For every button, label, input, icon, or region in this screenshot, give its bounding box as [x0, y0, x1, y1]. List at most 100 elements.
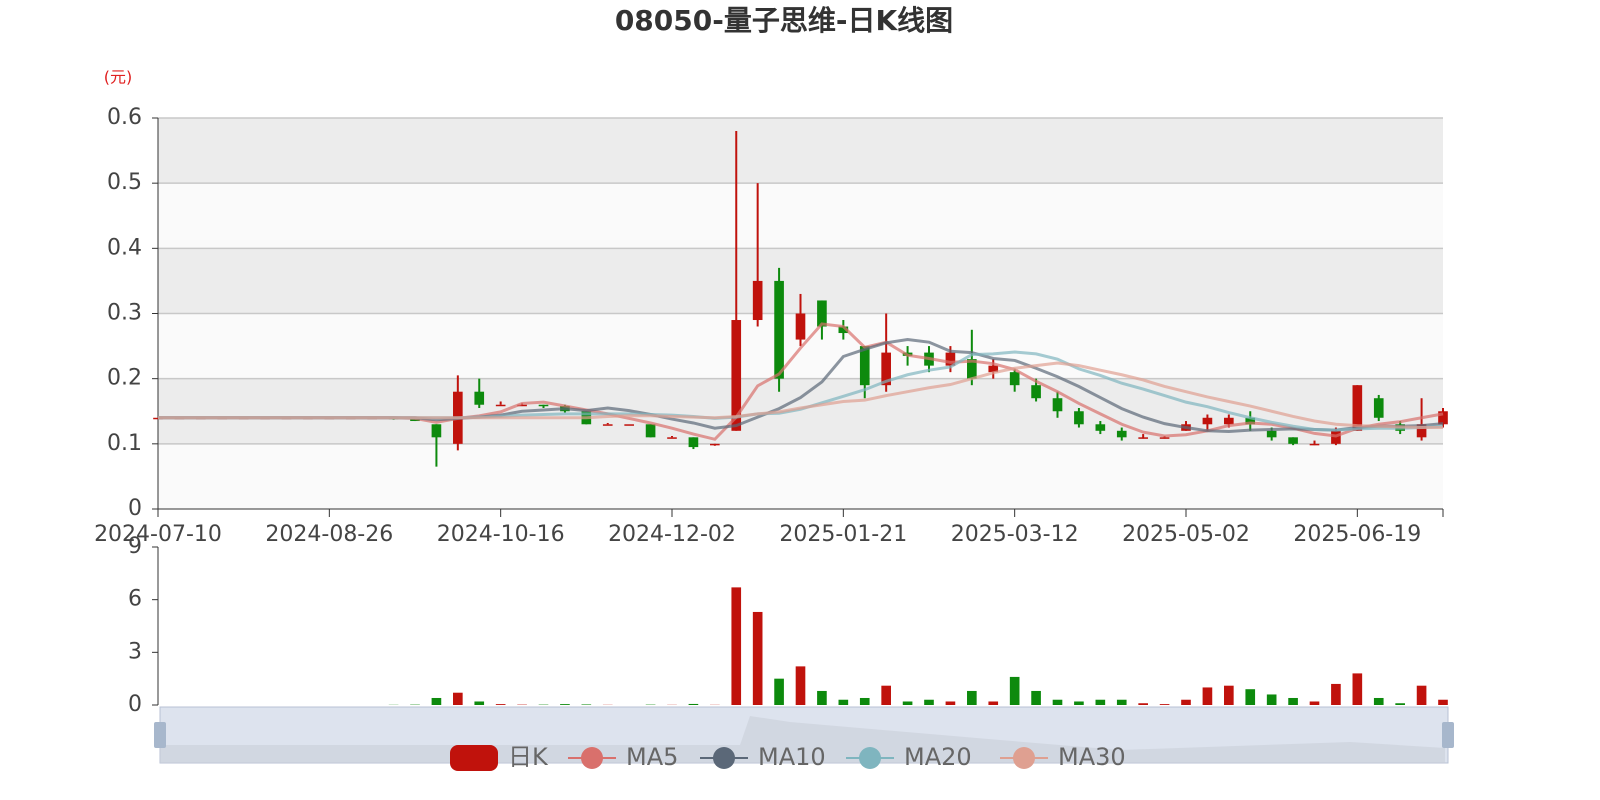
volume-bar — [988, 701, 999, 705]
volume-bar — [1395, 703, 1405, 705]
x-tick-label: 2024-12-02 — [608, 522, 736, 547]
y-tick-label: 0.5 — [107, 170, 142, 195]
y-unit: (元) — [104, 68, 133, 87]
volume-bar — [1352, 673, 1363, 705]
volume-bar — [1074, 701, 1084, 705]
candle-body — [667, 437, 677, 439]
x-tick-label: 2025-01-21 — [779, 522, 907, 547]
candle-body — [624, 424, 634, 426]
volume-bar — [1181, 699, 1191, 705]
legend-label: MA5 — [626, 743, 678, 771]
volume-tick-label: 9 — [128, 534, 142, 559]
candle-body — [495, 404, 506, 407]
x-tick-label: 2024-07-10 — [94, 522, 222, 547]
volume-bar — [495, 704, 506, 705]
volume-bar — [945, 701, 956, 705]
volume-bar — [817, 690, 827, 705]
volume-bar — [453, 692, 463, 705]
chart-title: 08050-量子思维-日K线图 — [615, 4, 953, 37]
x-tick-label: 2024-10-16 — [437, 522, 565, 547]
volume-bar — [774, 678, 784, 705]
candle-body — [602, 424, 613, 426]
candle-body — [988, 365, 999, 373]
candle-body — [1288, 437, 1298, 444]
candle-body — [1052, 398, 1063, 412]
candle-body — [838, 326, 849, 334]
volume-bar — [1438, 699, 1448, 705]
volume-bar — [1052, 699, 1063, 705]
y-tick-label: 0.4 — [107, 235, 142, 260]
slider-handle[interactable] — [154, 722, 166, 748]
volume-bar — [795, 666, 806, 705]
volume-bar — [581, 704, 592, 705]
volume-bar — [1288, 697, 1298, 705]
legend-icon — [713, 747, 735, 769]
candle-body — [1352, 385, 1363, 431]
volume-tick-label: 0 — [128, 692, 142, 717]
candle-body — [1224, 417, 1234, 425]
slider-handle[interactable] — [1442, 722, 1454, 748]
volume-bar — [838, 699, 849, 705]
volume-bar — [881, 685, 891, 705]
grid-band — [158, 183, 1443, 249]
candle-body — [817, 300, 827, 327]
volume-bar — [1009, 676, 1020, 705]
legend-label: MA10 — [758, 743, 826, 771]
candle-body — [774, 280, 784, 379]
volume-bar — [1309, 701, 1320, 705]
x-tick-label: 2024-08-26 — [265, 522, 393, 547]
candle-body — [1202, 417, 1213, 425]
volume-bar — [1138, 703, 1148, 705]
volume-bar — [924, 699, 934, 705]
candle-body — [1095, 424, 1106, 431]
y-tick-label: 0.6 — [107, 105, 142, 130]
candle-body — [1116, 430, 1127, 438]
candle-body — [1309, 443, 1320, 446]
candle-body — [752, 280, 763, 321]
y-tick-label: 0.2 — [107, 366, 142, 391]
volume-bar — [1373, 697, 1384, 705]
candle-body — [1138, 437, 1148, 439]
grid-band — [158, 443, 1443, 509]
legend-icon — [1013, 747, 1035, 769]
y-tick-label: 0.3 — [107, 301, 142, 326]
candle-body — [431, 424, 442, 438]
grid-band — [158, 118, 1443, 184]
candle-body — [410, 419, 420, 422]
volume-bar — [1116, 699, 1127, 705]
legend-label: MA30 — [1058, 743, 1126, 771]
candle-body — [859, 346, 870, 386]
volume-bar — [1331, 683, 1341, 705]
volume-bar — [474, 701, 485, 705]
volume-bar — [1159, 704, 1170, 705]
volume-tick-label: 6 — [128, 587, 142, 612]
candle-body — [1031, 385, 1041, 399]
candle-body — [795, 313, 806, 340]
candle-body — [1074, 411, 1084, 425]
volume-bar — [1416, 685, 1427, 705]
volume-bar — [902, 701, 913, 705]
volume-bar — [967, 690, 977, 705]
candle-body — [538, 404, 549, 407]
ma-line — [158, 361, 1443, 430]
volume-bar — [859, 697, 870, 705]
volume-bar — [731, 587, 742, 705]
candle-body — [731, 320, 742, 431]
volume-bar — [1245, 689, 1256, 705]
x-tick-label: 2025-06-19 — [1293, 522, 1421, 547]
volume-bar — [560, 704, 570, 705]
candle-body — [517, 404, 527, 407]
candle-body — [474, 391, 485, 405]
candle-body — [967, 359, 977, 379]
candle-body — [710, 443, 720, 446]
candle-body — [1245, 417, 1256, 425]
volume-bar — [688, 703, 699, 705]
volume-bar — [1224, 685, 1234, 705]
legend-icon — [859, 747, 881, 769]
candle-body — [688, 437, 699, 448]
candle-body — [1373, 398, 1384, 418]
volume-bar — [431, 697, 442, 705]
legend-label: MA20 — [904, 743, 972, 771]
x-tick-label: 2025-03-12 — [951, 522, 1079, 547]
